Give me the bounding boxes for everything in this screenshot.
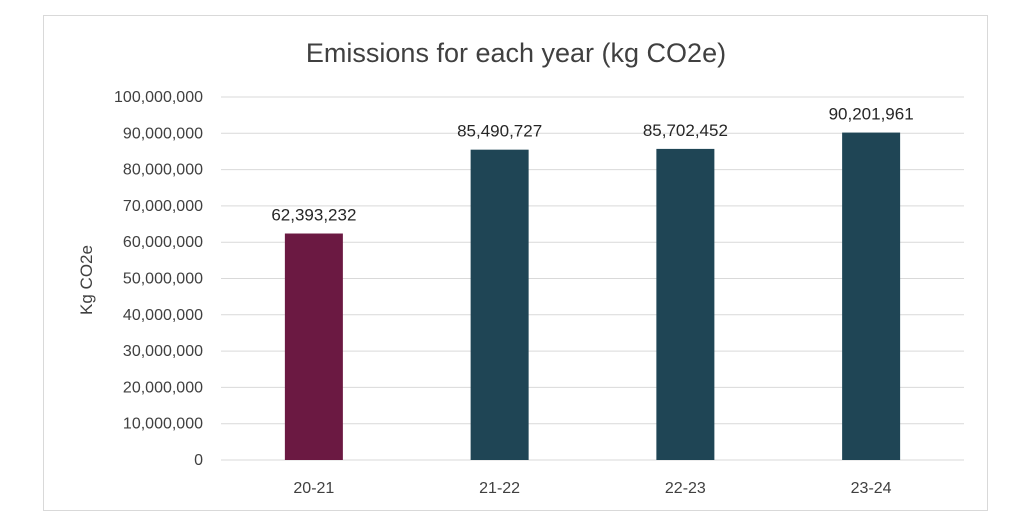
bars [284,132,901,461]
y-tick-label: 80,000,000 [123,162,203,179]
bar-21-22 [470,149,529,461]
y-tick-labels: 0 10,000,000 20,000,000 30,000,000 40,000,00… [114,89,203,469]
gridlines [221,96,964,461]
y-tick-label: 50,000,000 [123,271,203,288]
bar-22-23 [656,148,715,461]
data-label: 62,393,232 [271,206,356,225]
data-label: 85,702,452 [643,121,728,140]
y-tick-label: 20,000,000 [123,379,203,396]
y-tick-label: 90,000,000 [123,125,203,142]
x-tick-label: 23-24 [851,480,892,497]
bar-23-24 [842,132,901,460]
y-tick-label: 30,000,000 [123,343,203,360]
x-tick-label: 21-22 [479,480,520,497]
x-tick-label: 22-23 [665,480,706,497]
chart-title: Emissions for each year (kg CO2e) [306,38,726,68]
data-label: 90,201,961 [829,105,914,124]
y-tick-label: 40,000,000 [123,307,203,324]
data-labels: 62,393,232 85,490,727 85,702,452 90,201,961 [271,105,913,225]
x-tick-label: 20-21 [293,480,334,497]
x-tick-labels: 20-21 21-22 22-23 23-24 [293,480,891,497]
y-tick-label: 0 [194,452,203,469]
bar-20-21 [284,233,343,460]
y-tick-label: 100,000,000 [114,89,203,106]
y-tick-label: 10,000,000 [123,416,203,433]
y-tick-label: 70,000,000 [123,198,203,215]
y-axis-label: Kg CO2e [77,245,96,315]
data-label: 85,490,727 [457,122,542,141]
y-tick-label: 60,000,000 [123,234,203,251]
